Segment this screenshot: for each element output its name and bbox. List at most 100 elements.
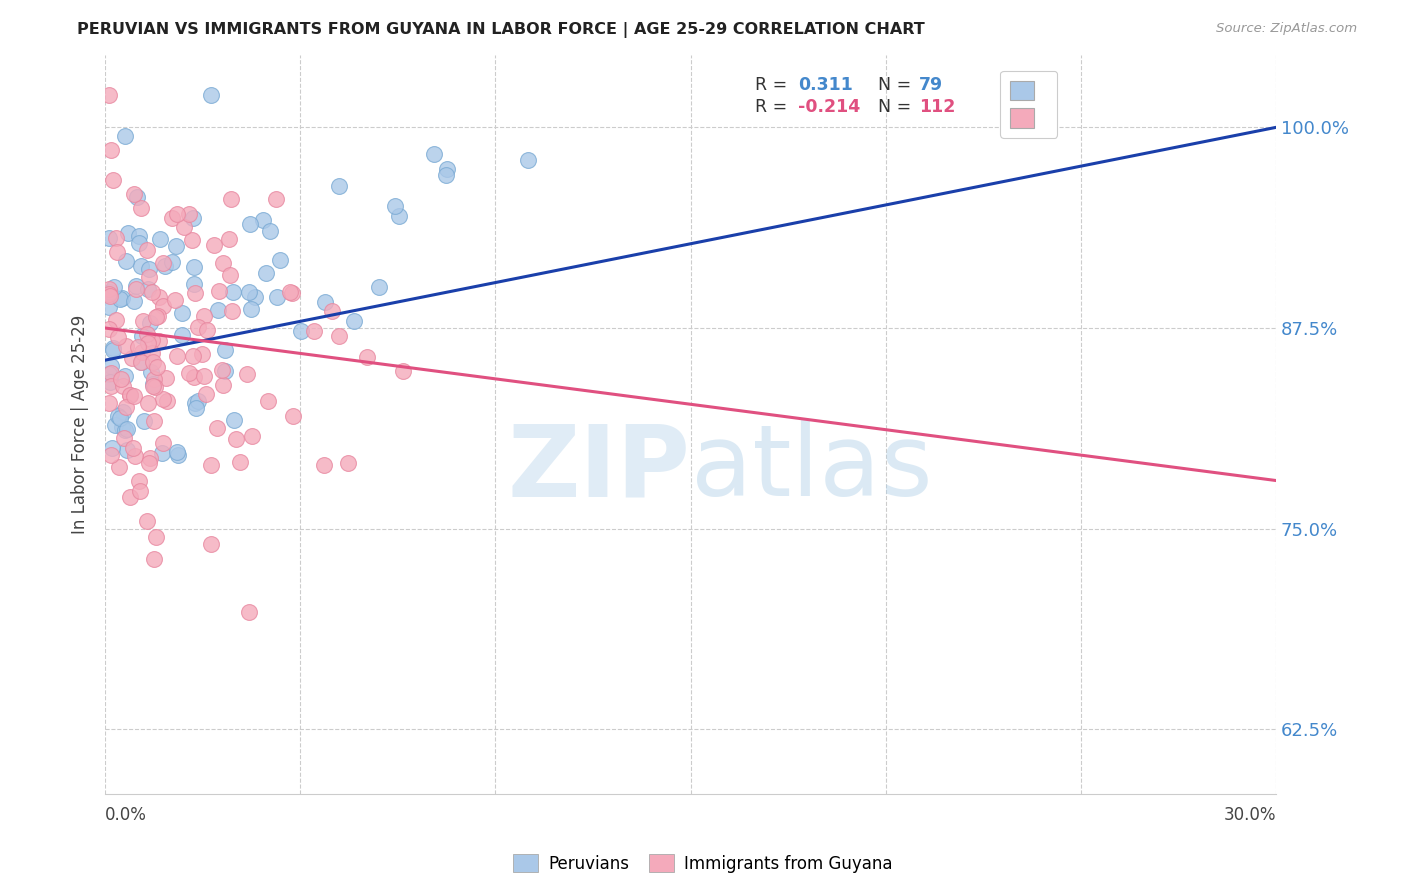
Point	[155, 371, 177, 385]
Point	[141, 346, 163, 360]
Point	[124, 294, 146, 309]
Point	[166, 448, 188, 462]
Point	[136, 282, 159, 296]
Point	[238, 217, 260, 231]
Point	[228, 455, 250, 469]
Point	[208, 285, 231, 299]
Point	[122, 187, 145, 202]
Point	[114, 369, 136, 384]
Point	[211, 256, 233, 270]
Point	[194, 386, 217, 401]
Point	[177, 366, 200, 380]
Point	[98, 88, 121, 103]
Point	[281, 409, 304, 423]
Point	[139, 450, 162, 465]
Point	[98, 300, 121, 314]
Text: N =: N =	[877, 76, 917, 94]
Point	[142, 355, 165, 369]
Point	[112, 378, 135, 392]
Point	[221, 303, 243, 318]
Point	[117, 227, 139, 241]
Point	[100, 448, 122, 462]
Point	[132, 414, 155, 428]
Point	[143, 380, 166, 394]
Text: Source: ZipAtlas.com: Source: ZipAtlas.com	[1216, 22, 1357, 36]
Point	[128, 483, 150, 498]
Point	[252, 213, 274, 227]
Point	[200, 536, 222, 550]
Point	[141, 333, 163, 347]
Point	[114, 339, 136, 353]
Text: 0.0%: 0.0%	[105, 806, 148, 824]
Point	[108, 460, 131, 475]
Point	[98, 395, 121, 409]
Point	[115, 253, 138, 268]
Point	[136, 335, 159, 350]
Point	[195, 323, 218, 337]
Point	[184, 285, 207, 300]
Point	[98, 375, 121, 389]
Point	[131, 345, 153, 359]
Point	[125, 279, 148, 293]
Point	[218, 232, 240, 246]
Point	[388, 209, 411, 223]
Point	[222, 413, 245, 427]
Point	[101, 172, 124, 186]
Point	[200, 458, 222, 472]
Point	[257, 394, 280, 409]
Point	[98, 321, 121, 335]
Point	[179, 207, 201, 221]
Point	[186, 393, 208, 408]
Point	[367, 280, 389, 294]
Point	[434, 168, 457, 182]
Point	[392, 364, 415, 378]
Point	[221, 285, 243, 300]
Point	[278, 285, 301, 299]
Point	[101, 341, 124, 355]
Point	[105, 245, 128, 260]
Text: PERUVIAN VS IMMIGRANTS FROM GUYANA IN LABOR FORCE | AGE 25-29 CORRELATION CHART: PERUVIAN VS IMMIGRANTS FROM GUYANA IN LA…	[77, 22, 925, 38]
Point	[165, 239, 187, 253]
Point	[153, 260, 176, 274]
Point	[136, 244, 159, 258]
Point	[101, 343, 124, 358]
Point	[131, 355, 153, 369]
Point	[128, 229, 150, 244]
Point	[100, 359, 122, 374]
Point	[205, 421, 228, 435]
Point	[114, 128, 136, 143]
Point	[212, 378, 235, 392]
Point	[98, 286, 121, 301]
Point	[115, 400, 138, 414]
Text: atlas: atlas	[690, 420, 932, 517]
Point	[166, 445, 188, 459]
Point	[131, 329, 153, 343]
Point	[131, 314, 153, 328]
Point	[142, 414, 165, 428]
Point	[107, 330, 129, 344]
Point	[156, 393, 179, 408]
Point	[136, 514, 159, 528]
Point	[98, 282, 121, 296]
Point	[160, 211, 183, 225]
Point	[120, 387, 142, 401]
Point	[166, 349, 188, 363]
Point	[170, 306, 193, 320]
Point	[214, 364, 236, 378]
Point	[281, 286, 304, 301]
Point	[115, 422, 138, 436]
Point	[138, 270, 160, 285]
Point	[207, 303, 229, 318]
Point	[100, 143, 122, 157]
Point	[146, 359, 169, 374]
Point	[98, 367, 121, 381]
Point	[517, 153, 540, 167]
Point	[127, 339, 149, 353]
Point	[142, 376, 165, 391]
Point	[124, 449, 146, 463]
Point	[211, 363, 233, 377]
Point	[138, 456, 160, 470]
Point	[129, 355, 152, 369]
Point	[115, 443, 138, 458]
Point	[128, 235, 150, 250]
